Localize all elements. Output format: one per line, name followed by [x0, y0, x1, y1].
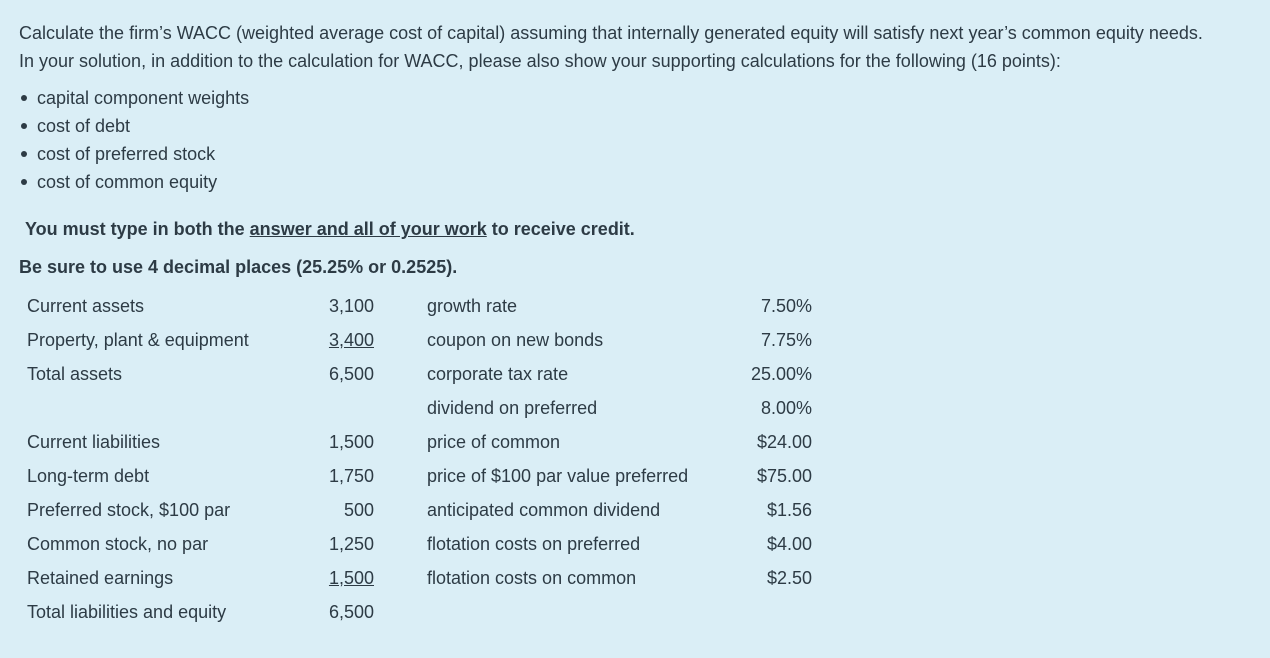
balance-sheet-value: 1,500 [328, 432, 374, 452]
bullet-icon [21, 123, 27, 129]
balance-sheet-value: 1,500 [328, 568, 374, 588]
balance-sheet-value: 1,750 [328, 466, 374, 486]
balance-sheet-label: Retained earnings [27, 568, 174, 588]
balance-sheet-label: Current liabilities [27, 432, 161, 452]
work-instruction: You must type in both the answer and all… [25, 219, 635, 239]
market-data-label: coupon on new bonds [427, 330, 604, 350]
market-data-value: $24.00 [756, 432, 812, 452]
balance-sheet-label: Current assets [27, 296, 145, 316]
balance-sheet-value: 6,500 [328, 364, 374, 384]
balance-sheet-value: 3,400 [328, 330, 374, 350]
market-data-label: dividend on preferred [427, 398, 598, 418]
list-item: cost of preferred stock [19, 140, 249, 168]
market-data-value: $75.00 [756, 466, 812, 486]
list-item: cost of debt [19, 112, 249, 140]
market-data-value: $4.00 [766, 534, 812, 554]
balance-sheet-label: Preferred stock, $100 par [27, 500, 231, 520]
balance-sheet-label: Common stock, no par [27, 534, 209, 554]
balance-sheet-value: 6,500 [328, 602, 374, 622]
balance-sheet-value: 500 [343, 500, 374, 520]
market-data-value: 7.50% [760, 296, 812, 316]
market-data-label: price of common [427, 432, 561, 452]
required-calculations-list: capital component weights cost of debt c… [19, 84, 249, 196]
balance-sheet-label: Long-term debt [27, 466, 150, 486]
market-data-value: 8.00% [760, 398, 812, 418]
list-item: cost of common equity [19, 168, 249, 196]
prompt-line-2: In your solution, in addition to the cal… [19, 51, 1061, 71]
market-data-label: corporate tax rate [427, 364, 569, 384]
bullet-icon [21, 179, 27, 185]
market-data-value: $1.56 [766, 500, 812, 520]
market-data-label: growth rate [427, 296, 518, 316]
prompt-line-1: Calculate the firm’s WACC (weighted aver… [19, 23, 1203, 43]
balance-sheet-label: Total liabilities and equity [27, 602, 227, 622]
market-data-value: 7.75% [760, 330, 812, 350]
balance-sheet-value: 3,100 [328, 296, 374, 316]
list-item: capital component weights [19, 84, 249, 112]
market-data-label: price of $100 par value preferred [427, 466, 689, 486]
market-data-value: 25.00% [750, 364, 812, 384]
balance-sheet-label: Total assets [27, 364, 123, 384]
question-prompt: Calculate the firm’s WACC (weighted aver… [19, 19, 1269, 75]
balance-sheet-value: 1,250 [328, 534, 374, 554]
bullet-icon [21, 151, 27, 157]
bullet-icon [21, 95, 27, 101]
market-data-label: flotation costs on preferred [427, 534, 641, 554]
balance-sheet-label: Property, plant & equipment [27, 330, 249, 350]
market-data-label: flotation costs on common [427, 568, 637, 588]
market-data-value: $2.50 [766, 568, 812, 588]
decimal-instruction: Be sure to use 4 decimal places (25.25% … [19, 257, 458, 277]
market-data-label: anticipated common dividend [427, 500, 661, 520]
